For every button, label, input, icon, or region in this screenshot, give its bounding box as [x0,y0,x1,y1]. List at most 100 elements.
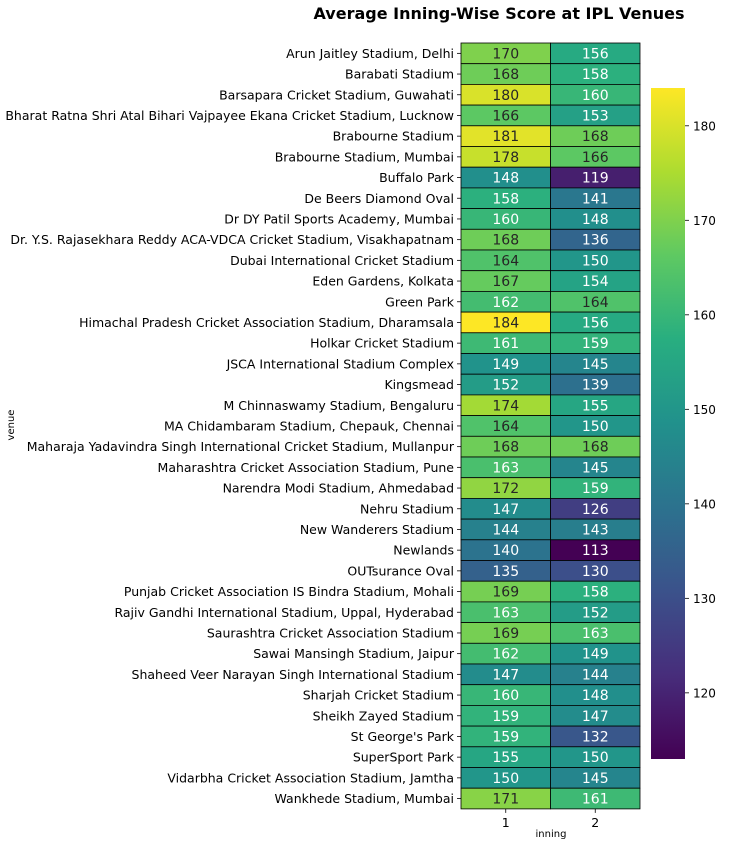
cell-value-label: 159 [582,481,609,497]
y-tick-label: Punjab Cricket Association IS Bindra Sta… [124,584,454,599]
cell-value-label: 144 [582,667,609,683]
cell-value-label: 178 [492,150,519,166]
cell-value-label: 135 [492,564,519,580]
cell-value-label: 156 [582,315,609,331]
cell-value-label: 152 [582,605,609,621]
cell-value-label: 147 [492,667,519,683]
cell-value-label: 155 [492,750,519,766]
cell-value-label: 158 [582,67,609,83]
cell-value-label: 158 [492,191,519,207]
cell-value-label: 150 [492,771,519,787]
colorbar-ticks: 120 130 140 150 160 170 180 [685,119,716,700]
cell-value-label: 130 [582,564,609,580]
cell-value-label: 158 [582,585,609,601]
colorbar-tick-label: 120 [693,686,716,700]
cell-value-label: 126 [582,502,609,518]
cell-value-label: 163 [582,626,609,642]
y-tick-label: SuperSport Park [353,750,455,765]
y-tick-label: M Chinnaswamy Stadium, Bengaluru [223,398,454,413]
cell-value-label: 160 [492,688,519,704]
cell-value-label: 145 [582,357,609,373]
y-tick-label: De Beers Diamond Oval [304,191,454,206]
cell-value-label: 154 [582,274,609,290]
y-tick-label: Sawai Mansingh Stadium, Jaipur [253,646,455,661]
cell-value-label: 149 [582,647,609,663]
cell-value-label: 148 [582,688,609,704]
cell-value-label: 171 [492,792,519,808]
y-tick-labels: Arun Jaitley Stadium, Delhi Barabati Stad… [5,46,461,806]
y-tick-label: Saurashtra Cricket Association Stadium [207,625,454,640]
cell-value-label: 174 [492,398,519,414]
y-tick-label: MA Chidambaram Stadium, Chepauk, Chennai [164,418,454,433]
cell-value-label: 159 [492,709,519,725]
y-tick-label: JSCA International Stadium Complex [226,356,454,371]
cell-value-label: 143 [582,522,609,538]
y-tick-label: Buffalo Park [379,170,455,185]
cell-value-label: 180 [492,88,519,104]
colorbar-tick-label: 170 [693,214,716,228]
x-tick-label: 1 [502,815,510,830]
cell-value-label: 169 [492,626,519,642]
cell-value-label: 168 [492,440,519,456]
cell-value-label: 136 [582,233,609,249]
cell-value-label: 169 [492,585,519,601]
cell-value-label: 150 [582,253,609,269]
y-tick-label: Sharjah Cricket Stadium [303,688,454,703]
cell-value-label: 147 [582,709,609,725]
y-tick-label: Himachal Pradesh Cricket Association Sta… [79,315,454,330]
cell-value-label: 140 [492,543,519,559]
cell-value-label: 172 [492,481,519,497]
y-tick-label: Dr DY Patil Sports Academy, Mumbai [224,211,454,226]
y-tick-label: Vidarbha Cricket Association Stadium, Ja… [167,770,454,785]
cell-value-label: 155 [582,398,609,414]
cell-value-label: 162 [492,647,519,663]
y-tick-label: OUTsurance Oval [347,563,454,578]
y-tick-label: Arun Jaitley Stadium, Delhi [286,46,454,61]
cell-value-label: 163 [492,605,519,621]
cell-value-label: 150 [582,419,609,435]
y-tick-label: Brabourne Stadium, Mumbai [275,149,454,164]
colorbar-tick-label: 140 [693,497,716,511]
cell-value-label: 145 [582,771,609,787]
y-tick-label: Sheikh Zayed Stadium [313,708,454,723]
cell-value-label: 168 [582,129,609,145]
cell-value-label: 168 [582,440,609,456]
y-tick-label: Bharat Ratna Shri Atal Bihari Vajpayee E… [5,108,454,123]
y-tick-label: Wankhede Stadium, Mumbai [275,791,455,806]
cell-value-label: 148 [582,212,609,228]
heatmap-cells: 170 156 168 158 180 160 166 153 181 168 178 166 148 1… [460,42,641,810]
cell-value-label: 139 [582,378,609,394]
chart-title: Average Inning-Wise Score at IPL Venues [313,4,684,23]
cell-value-label: 181 [492,129,519,145]
cell-value-label: 184 [492,315,519,331]
cell-value-label: 167 [492,274,519,290]
cell-value-label: 164 [492,419,519,435]
cell-value-label: 161 [582,792,609,808]
cell-value-label: 152 [492,378,519,394]
cell-value-label: 159 [582,336,609,352]
cell-value-label: 162 [492,295,519,311]
cell-value-label: 144 [492,522,519,538]
cell-value-label: 147 [492,502,519,518]
y-tick-label: Nehru Stadium [360,501,454,516]
cell-value-label: 159 [492,729,519,745]
cell-value-label: 168 [492,67,519,83]
cell-value-label: 145 [582,460,609,476]
colorbar-tick-label: 160 [693,308,716,322]
colorbar [651,88,685,759]
y-tick-label: New Wanderers Stadium [300,522,454,537]
y-tick-label: Newlands [393,543,454,558]
cell-value-label: 170 [492,46,519,62]
y-tick-label: Dubai International Cricket Stadium [230,253,454,268]
y-tick-label: Shaheed Veer Narayan Singh International… [132,667,454,682]
cell-value-label: 160 [582,88,609,104]
y-tick-label: Brabourne Stadium [333,129,454,144]
cell-value-label: 166 [492,108,519,124]
y-tick-label: Green Park [385,294,455,309]
x-axis-label: inning [536,829,567,840]
y-tick-label: Dr. Y.S. Rajasekhara Reddy ACA-VDCA Cric… [10,232,454,247]
y-tick-label: Maharaja Yadavindra Singh International … [27,439,455,454]
y-tick-label: Eden Gardens, Kolkata [312,274,454,289]
cell-value-label: 119 [582,171,609,187]
